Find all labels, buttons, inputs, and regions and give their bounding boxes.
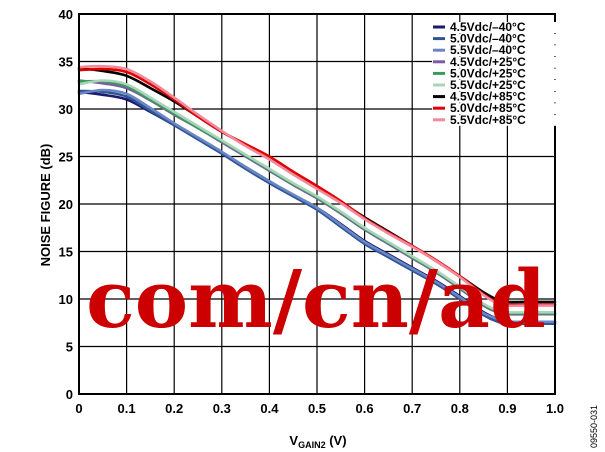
- x-tick-label: 0.4: [260, 401, 279, 416]
- x-tick-label: 0.9: [498, 401, 516, 416]
- legend: 4.5Vdc/–40°C5.0Vdc/–40°C5.5Vdc/–40°C4.5V…: [432, 20, 564, 127]
- series-line-2: [77, 89, 557, 326]
- legend-bg: [432, 33, 564, 45]
- x-tick-label: 0.2: [165, 401, 183, 416]
- figure-id: 09550-031: [589, 405, 599, 448]
- legend-label: 5.5Vdc/–40°C: [450, 43, 526, 57]
- x-axis-title-main: V: [289, 433, 298, 448]
- legend-bg: [432, 45, 564, 57]
- legend-label: 4.5Vdc/+25°C: [450, 55, 526, 69]
- legend-label: 4.5Vdc/+85°C: [450, 90, 526, 104]
- x-tick-label: 0.3: [213, 401, 231, 416]
- legend-label: 5.0Vdc/+25°C: [450, 66, 526, 80]
- x-axis-title-subscript: GAIN2: [298, 440, 326, 450]
- x-tick-label: 0.7: [403, 401, 421, 416]
- y-tick-label: 20: [59, 197, 73, 212]
- series-line-9: [77, 64, 557, 308]
- x-tick-label: 0: [75, 401, 82, 416]
- y-tick-label: 35: [59, 55, 73, 70]
- x-tick-labels: 0 0.1 0.2 0.3 0.4 0.5 0.6 0.7 0.8 0.9 1.0: [75, 401, 564, 416]
- legend-bg: [432, 80, 564, 91]
- watermark-text: com/cn/ad: [86, 252, 546, 346]
- series-line-3: [77, 88, 557, 324]
- series-lines: [77, 64, 557, 326]
- x-tick-label: 0.8: [451, 401, 469, 416]
- y-tick-label: 0: [66, 387, 73, 402]
- y-tick-labels: 0 5 10 15 20 25 30 35 40: [59, 7, 73, 402]
- y-tick-label: 5: [66, 340, 73, 355]
- legend-bg: [432, 114, 564, 126]
- legend-bg: [432, 103, 564, 115]
- legend-bg: [432, 56, 564, 68]
- legend-bg: [432, 68, 564, 80]
- legend-label: 5.0Vdc/+85°C: [450, 101, 526, 115]
- x-axis-title: VGAIN2 (V): [289, 433, 346, 450]
- y-tick-label: 25: [59, 150, 73, 165]
- legend-label: 4.5Vdc/–40°C: [450, 20, 526, 34]
- plot-frame: [78, 13, 556, 395]
- legend-label: 5.5Vdc/+85°C: [450, 113, 526, 127]
- y-tick-label: 30: [59, 102, 73, 117]
- x-axis-title-unit: (V): [326, 433, 347, 448]
- y-tick-label: 15: [59, 245, 73, 260]
- y-tick-label: 10: [59, 292, 73, 307]
- x-tick-label: 1.0: [546, 401, 564, 416]
- series-line-6: [77, 79, 557, 314]
- x-tick-label: 0.1: [118, 401, 136, 416]
- x-tick-label: 0.5: [308, 401, 326, 416]
- y-tick-label: 40: [59, 7, 73, 22]
- legend-bg: [432, 22, 564, 33]
- legend-label: 5.0Vdc/–40°C: [450, 32, 526, 46]
- legend-label: 5.5Vdc/+25°C: [450, 78, 526, 92]
- legend-bg: [432, 91, 564, 103]
- x-tick-label: 0.6: [356, 401, 374, 416]
- y-axis-title: NOISE FIGURE (dB): [38, 144, 53, 267]
